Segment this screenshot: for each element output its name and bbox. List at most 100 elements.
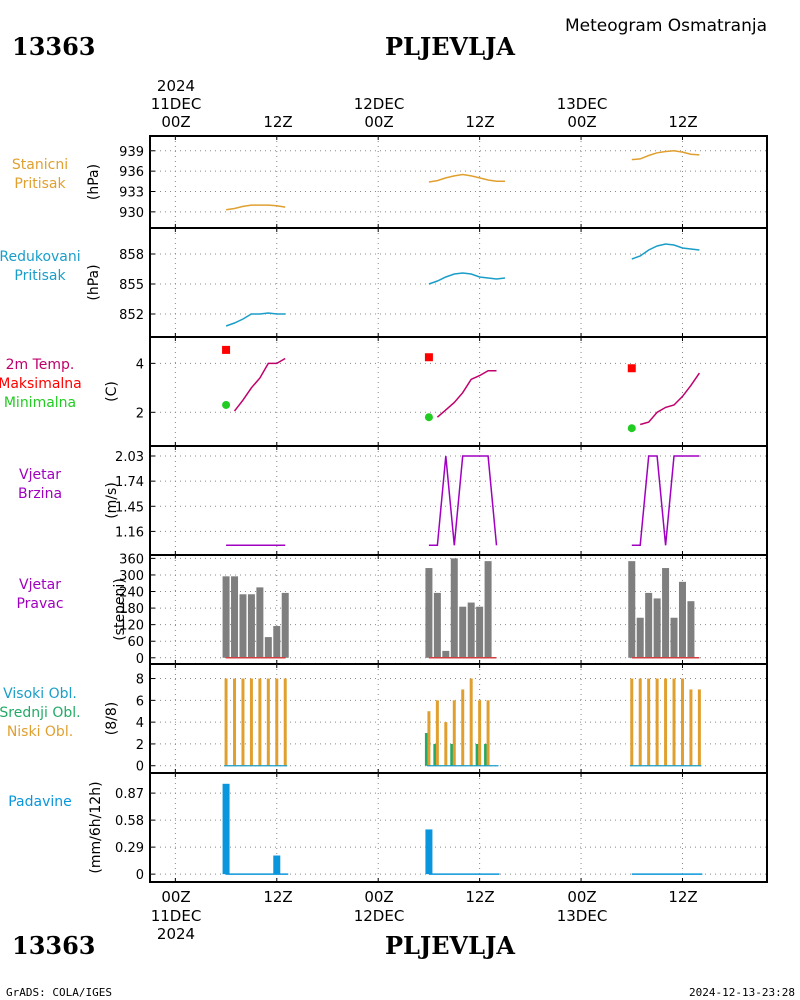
panel-precipitation: 0 0.29 0.58 0.87 (mm/6h/12h) Padavine <box>8 772 768 883</box>
software-credit: GrADS: COLA/IGES <box>6 986 112 999</box>
cloud-low-bar <box>664 678 668 766</box>
panel-label: Pravac <box>16 596 63 612</box>
series-line <box>639 372 701 426</box>
y-axis-label: (8/8) <box>104 702 120 735</box>
series-line <box>428 173 505 183</box>
station-id-bottom: 13363 <box>12 931 96 960</box>
panel-label: Vjetar <box>19 467 61 483</box>
tmax-marker <box>222 345 231 354</box>
wind-direction-bar <box>670 617 678 658</box>
bottom-hour-label: 12Z <box>263 888 292 906</box>
cloud-low-bar <box>241 678 245 766</box>
y-tick-label: 1.74 <box>115 475 144 490</box>
cloud-low-bar <box>689 689 693 766</box>
top-date-label: 13DEC <box>557 95 608 113</box>
station-name-top: PLJEVLJA <box>385 32 515 61</box>
wind-direction-bar <box>247 594 255 658</box>
station-name-bottom: PLJEVLJA <box>385 931 515 960</box>
y-axis-label: (hPa) <box>86 164 102 200</box>
bottom-hour-label: 00Z <box>567 888 596 906</box>
y-tick-label: 300 <box>119 569 144 584</box>
panel-wind-speed: 1.16 1.45 1.74 2.03 (m/s) Vjetar Brzina <box>18 445 768 556</box>
top-date-label: 12DEC <box>354 95 405 113</box>
cloud-low-bar <box>697 689 701 766</box>
cloud-low-bar <box>427 711 431 766</box>
wind-direction-bar <box>678 581 686 658</box>
panel-frame <box>149 772 768 883</box>
y-tick-label: 2 <box>136 738 144 753</box>
tmin-marker <box>424 413 433 422</box>
bottom-year-label: 2024 <box>157 925 195 943</box>
cloud-low-bar <box>224 678 228 766</box>
y-tick-label: 1.45 <box>115 500 144 515</box>
panel-reduced-pressure: 852 855 858 (hPa) Redukovani Pritisak <box>0 227 768 338</box>
panel-temperature: 2 4 (C) 2m Temp. Maksimalna Minimalna <box>0 336 768 447</box>
y-tick-label: 0.29 <box>115 841 144 856</box>
wind-direction-bar <box>687 601 695 658</box>
y-tick-label: 2.03 <box>115 450 144 465</box>
wind-direction-bar <box>433 592 441 658</box>
y-tick-label: 0 <box>136 760 144 775</box>
y-tick-label: 1.16 <box>115 525 144 540</box>
panel-frame <box>149 227 768 338</box>
y-tick-label: 939 <box>119 145 144 160</box>
chart-title: Meteogram Osmatranja <box>565 16 767 36</box>
cloud-low-bar <box>672 678 676 766</box>
series-line <box>233 357 286 412</box>
y-tick-label: 4 <box>136 357 144 372</box>
panel-label: Pritisak <box>14 268 66 284</box>
wind-direction-bar <box>484 561 492 658</box>
wind-direction-bar <box>256 587 264 658</box>
wind-direction-bar <box>425 568 433 658</box>
series-line <box>631 243 700 260</box>
top-hour-label: 12Z <box>465 113 494 131</box>
cloud-low-bar <box>486 700 490 766</box>
cloud-low-bar <box>435 700 439 766</box>
y-axis-label: (hPa) <box>86 264 102 300</box>
cloud-low-bar <box>478 700 482 766</box>
panel-label: 2m Temp. <box>6 357 75 373</box>
cloud-low-bar <box>266 678 270 766</box>
panel-label: Minimalna <box>4 395 76 411</box>
top-hour-label: 00Z <box>161 113 190 131</box>
y-tick-label: 120 <box>119 619 144 634</box>
y-tick-label: 933 <box>119 186 144 201</box>
series-line <box>631 150 700 161</box>
panels: 930933936939(hPa)StanicniPritisak8528558… <box>0 135 768 883</box>
cloud-low-bar <box>469 678 473 766</box>
tmin-marker <box>627 424 636 433</box>
y-tick-label: 0 <box>136 868 144 883</box>
y-tick-label: 0.58 <box>115 814 144 829</box>
y-tick-label: 180 <box>119 602 144 617</box>
bottom-hour-label: 00Z <box>364 888 393 906</box>
panel-label: Niski Obl. <box>7 724 73 740</box>
top-year-label: 2024 <box>157 77 195 95</box>
y-axis-label: (stepeni) <box>112 578 128 641</box>
top-hour-label: 00Z <box>567 113 596 131</box>
cloud-low-bar <box>258 678 262 766</box>
y-tick-label: 936 <box>119 165 144 180</box>
panel-frame <box>149 336 768 447</box>
precip-bar <box>273 855 281 875</box>
panel-station-pressure: 930 933 936 939 (hPa) Stanicni Pritisak <box>12 135 768 229</box>
y-tick-label: 8 <box>136 673 144 688</box>
panel-clouds: 0 2 4 6 8 (8/8) Visoki Obl. Srednji Obl. Niski O… <box>0 663 768 775</box>
wind-direction-bar <box>476 606 484 658</box>
bottom-date-label: 11DEC <box>151 907 202 925</box>
panel-label: Padavine <box>8 794 72 810</box>
series-line <box>428 272 506 285</box>
precip-bar <box>425 829 433 875</box>
series-line <box>631 455 700 547</box>
wind-direction-bar <box>442 650 450 658</box>
panel-label: Vjetar <box>19 577 61 593</box>
series-line <box>225 204 286 211</box>
panel-label: Redukovani <box>0 249 81 265</box>
tmax-marker <box>627 364 636 373</box>
render-timestamp: 2024-12-13-23:28 <box>689 986 795 999</box>
cloud-low-bar <box>249 678 253 766</box>
bottom-date-label: 12DEC <box>354 907 405 925</box>
panel-label: Stanicni <box>12 157 68 173</box>
wind-direction-bar <box>273 626 281 658</box>
y-axis-label: (mm/6h/12h) <box>88 781 104 873</box>
